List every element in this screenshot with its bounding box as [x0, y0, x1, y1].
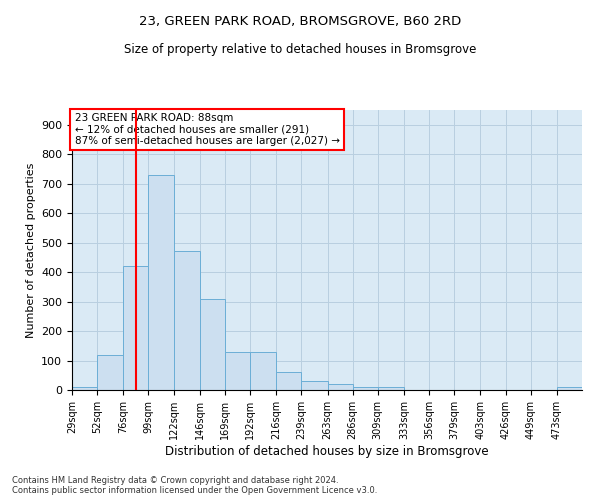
- Bar: [557, 387, 582, 390]
- Bar: [200, 298, 225, 390]
- Text: Size of property relative to detached houses in Bromsgrove: Size of property relative to detached ho…: [124, 42, 476, 56]
- Bar: [301, 381, 328, 390]
- Bar: [353, 387, 378, 390]
- X-axis label: Distribution of detached houses by size in Bromsgrove: Distribution of detached houses by size …: [165, 444, 489, 458]
- Y-axis label: Number of detached properties: Number of detached properties: [26, 162, 35, 338]
- Bar: [328, 384, 353, 390]
- Bar: [148, 175, 173, 390]
- Bar: [97, 354, 124, 390]
- Bar: [276, 372, 301, 390]
- Bar: [250, 352, 276, 390]
- Text: 23, GREEN PARK ROAD, BROMSGROVE, B60 2RD: 23, GREEN PARK ROAD, BROMSGROVE, B60 2RD: [139, 15, 461, 28]
- Bar: [124, 266, 148, 390]
- Text: Contains HM Land Registry data © Crown copyright and database right 2024.
Contai: Contains HM Land Registry data © Crown c…: [12, 476, 377, 495]
- Bar: [225, 352, 250, 390]
- Bar: [72, 387, 97, 390]
- Bar: [378, 387, 404, 390]
- Bar: [173, 252, 200, 390]
- Text: 23 GREEN PARK ROAD: 88sqm
← 12% of detached houses are smaller (291)
87% of semi: 23 GREEN PARK ROAD: 88sqm ← 12% of detac…: [74, 113, 340, 146]
